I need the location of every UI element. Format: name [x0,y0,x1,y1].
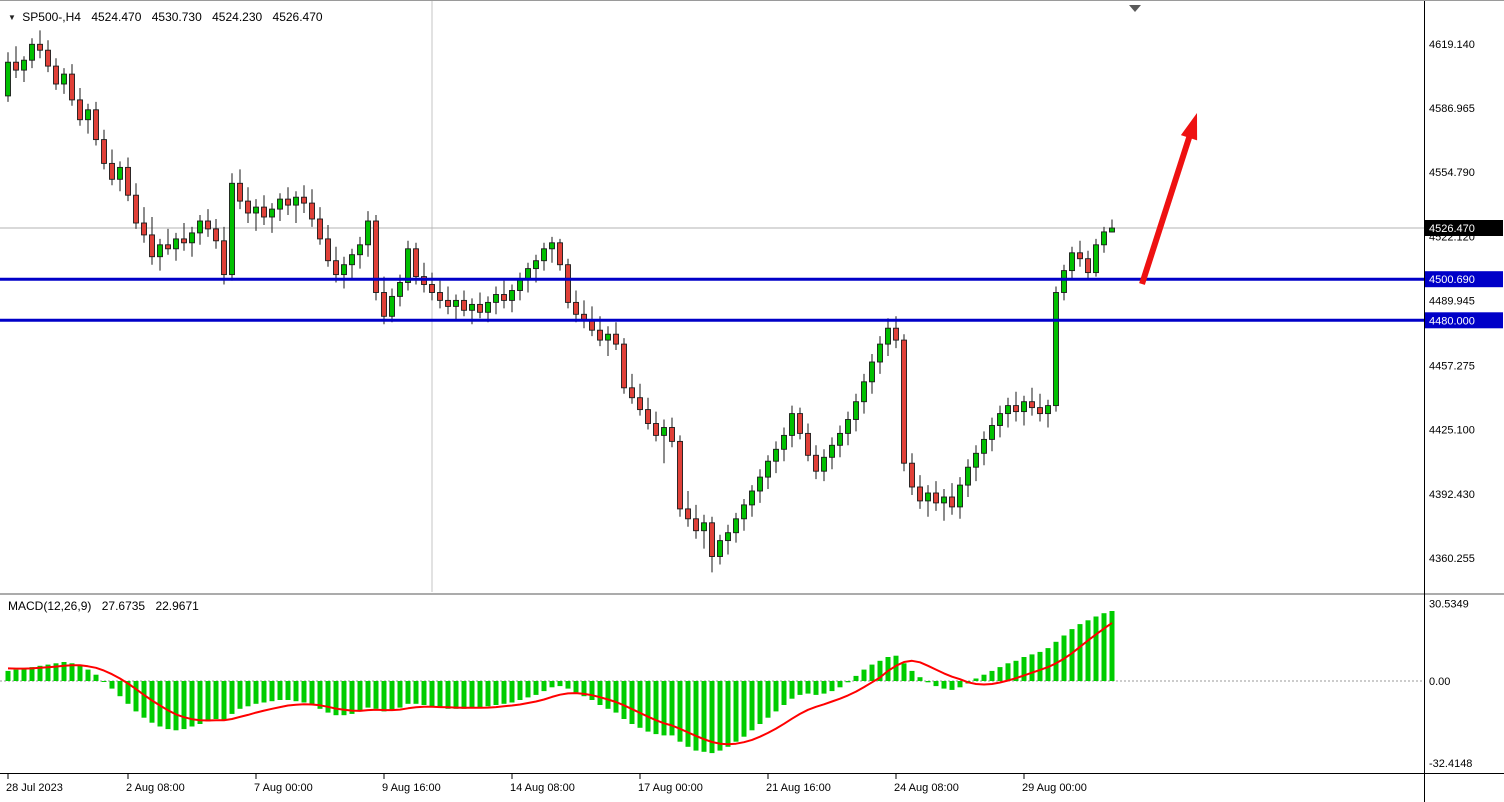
svg-text:4619.140: 4619.140 [1429,39,1475,51]
svg-text:4480.000: 4480.000 [1429,315,1475,327]
macd-main-value: 27.6735 [101,599,146,613]
ohlc-low-value: 4524.230 [212,10,263,24]
price-chart-area[interactable] [0,1,1424,592]
svg-text:17 Aug 00:00: 17 Aug 00:00 [638,782,703,794]
svg-text:9 Aug 16:00: 9 Aug 16:00 [382,782,441,794]
svg-text:29 Aug 00:00: 29 Aug 00:00 [1022,782,1087,794]
svg-text:2 Aug 08:00: 2 Aug 08:00 [126,782,185,794]
svg-text:4526.470: 4526.470 [1429,223,1475,235]
svg-text:4457.275: 4457.275 [1429,360,1475,372]
level-price-badge: 4480.000 [1425,312,1503,329]
symbol-period-label: SP500-,H4 [22,10,81,24]
pane-divider[interactable] [0,593,1504,595]
svg-text:0.00: 0.00 [1429,676,1450,688]
time-axis-scale[interactable]: 28 Jul 2023 2 Aug 08:00 7 Aug 00:00 9 Aug 1… [6,774,1087,794]
svg-text:21 Aug 16:00: 21 Aug 16:00 [766,782,831,794]
svg-text:4425.100: 4425.100 [1429,424,1475,436]
svg-text:4489.945: 4489.945 [1429,296,1475,308]
svg-text:24 Aug 08:00: 24 Aug 08:00 [894,782,959,794]
svg-text:-32.4148: -32.4148 [1429,758,1472,770]
ohlc-high-value: 4530.730 [151,10,202,24]
macd-signal-value: 22.9671 [155,599,199,613]
trend-arrow[interactable] [1139,113,1198,285]
svg-text:7 Aug 00:00: 7 Aug 00:00 [254,782,313,794]
level-price-badge: 4500.690 [1425,271,1503,288]
macd-indicator-label: MACD(12,26,9) 27.6735 22.9671 [8,599,199,613]
price-axis-scale[interactable]: 4619.1404586.9654554.7904522.1204489.945… [1429,39,1475,770]
macd-pane-area[interactable] [0,595,1424,772]
svg-text:4500.690: 4500.690 [1429,274,1475,286]
chart-title-overlay: ▼ SP500-,H4 4524.470 4530.730 4524.230 4… [8,10,323,24]
svg-text:4554.790: 4554.790 [1429,167,1475,179]
symbol-dropdown-icon[interactable]: ▼ [8,13,16,22]
svg-text:28 Jul 2023: 28 Jul 2023 [6,782,63,794]
support-resistance-lines[interactable] [0,277,1424,322]
ohlc-open-value: 4524.470 [91,10,142,24]
chart-shift-marker-icon[interactable] [1129,5,1141,12]
svg-text:14 Aug 08:00: 14 Aug 08:00 [510,782,575,794]
svg-text:4360.255: 4360.255 [1429,553,1475,565]
svg-text:4392.430: 4392.430 [1429,489,1475,501]
ohlc-close-value: 4526.470 [272,10,323,24]
macd-name: MACD(12,26,9) [8,599,92,613]
current-price-badge: 4526.470 [1425,220,1503,236]
svg-text:30.5349: 30.5349 [1429,599,1469,611]
macd-signal-line [7,622,1113,746]
svg-text:4586.965: 4586.965 [1429,103,1475,115]
macd-histogram [5,611,1115,754]
